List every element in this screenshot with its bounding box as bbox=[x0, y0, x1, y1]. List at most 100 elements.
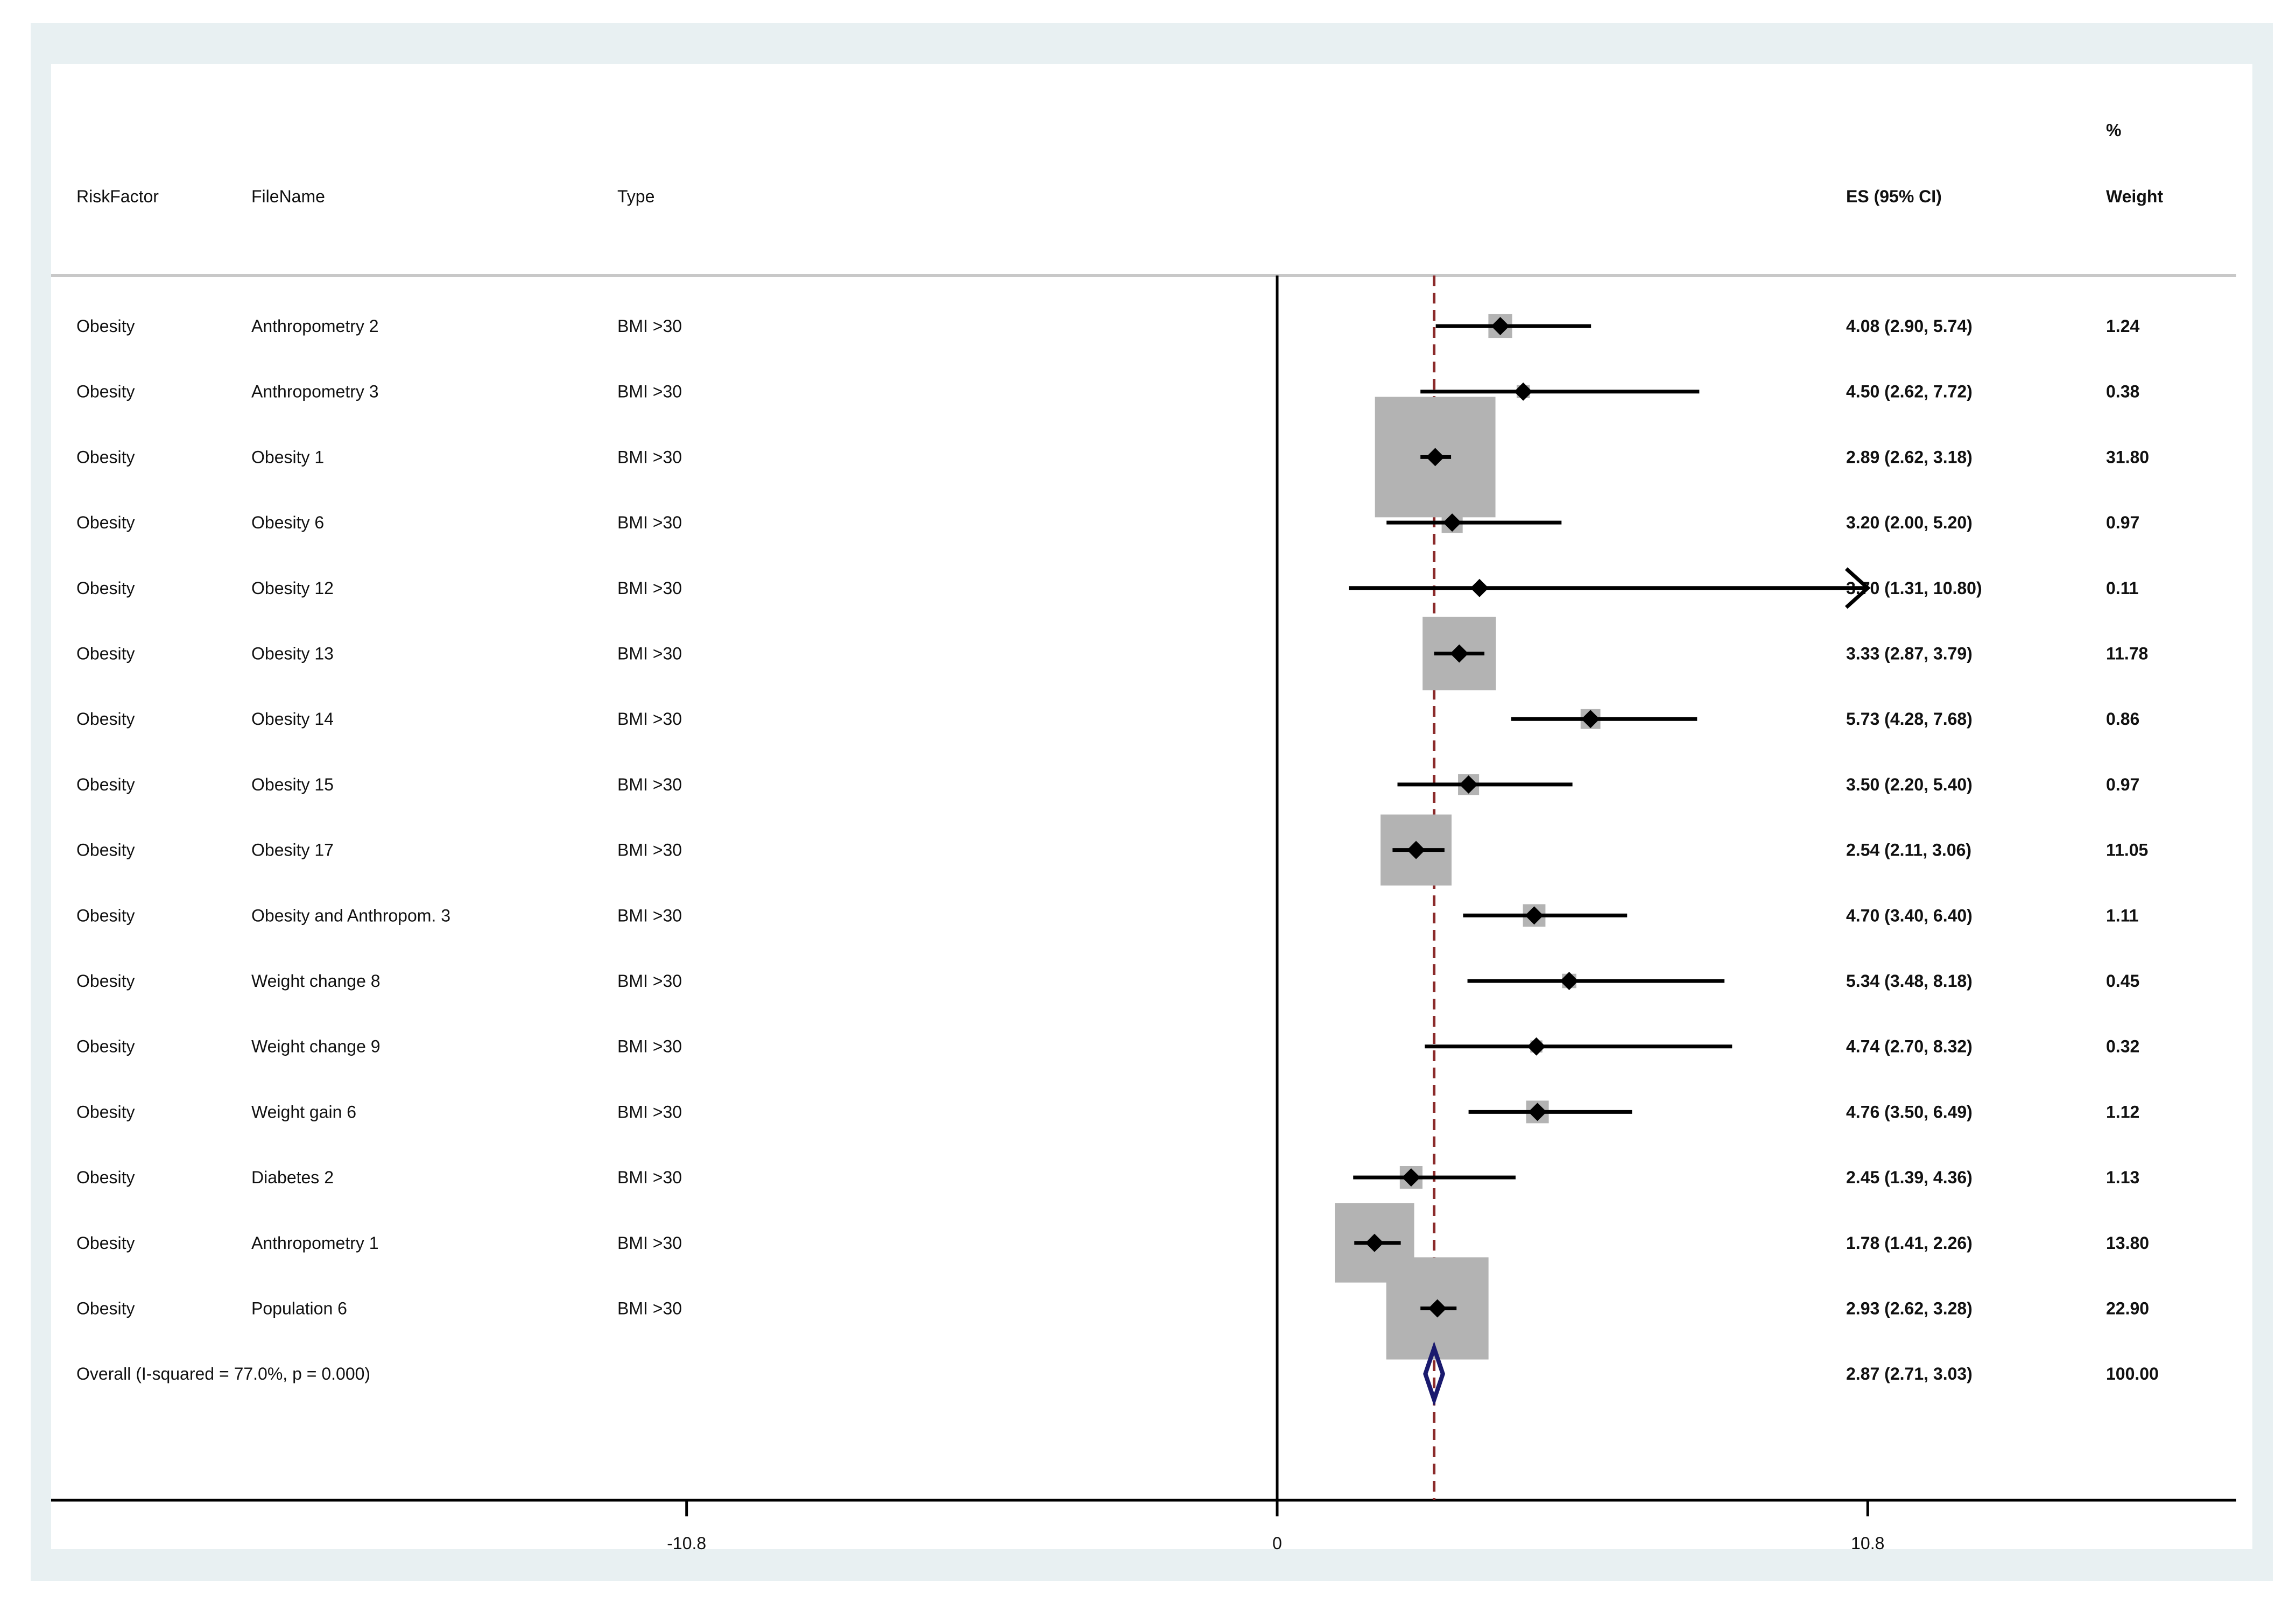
study-row: Obesity Anthropometry 1 BMI >30 1.78 (1.41,… bbox=[76, 1203, 2149, 1283]
es-ci-cell: 4.76 (3.50, 6.49) bbox=[1846, 1102, 1973, 1121]
point-estimate bbox=[1450, 644, 1469, 663]
risk-factor-cell: Obesity bbox=[76, 578, 135, 598]
es-ci-cell: 2.89 (2.62, 3.18) bbox=[1846, 447, 1973, 467]
type-cell: BMI >30 bbox=[617, 906, 682, 925]
study-row: Obesity Population 6 BMI >30 2.93 (2.62, 3.… bbox=[76, 1257, 2149, 1360]
point-estimate bbox=[1525, 906, 1544, 925]
study-row: Obesity Obesity 17 BMI >30 2.54 (2.11, 3.06… bbox=[76, 814, 2148, 886]
study-row: Obesity Obesity 14 BMI >30 5.73 (4.28, 7.68… bbox=[76, 709, 2139, 729]
type-cell: BMI >30 bbox=[617, 709, 682, 729]
study-row: Obesity Obesity 6 BMI >30 3.20 (2.00, 5.20)… bbox=[76, 512, 2139, 533]
risk-factor-cell: Obesity bbox=[76, 1102, 135, 1121]
point-estimate bbox=[1470, 578, 1489, 597]
file-name-cell: Anthropometry 3 bbox=[251, 382, 379, 401]
x-tick-label: 10.8 bbox=[1851, 1534, 1884, 1553]
study-row: Obesity Obesity 15 BMI >30 3.50 (2.20, 5.40… bbox=[76, 774, 2139, 795]
file-name-cell: Obesity 6 bbox=[251, 513, 324, 532]
type-cell: BMI >30 bbox=[617, 841, 682, 860]
weight-cell: 0.38 bbox=[2106, 382, 2139, 401]
point-estimate bbox=[1514, 382, 1533, 401]
overall-row: Overall (I-squared = 77.0%, p = 0.000) 2.… bbox=[76, 1341, 2159, 1407]
file-name-cell: Weight change 9 bbox=[251, 1037, 381, 1056]
es-ci-cell: 3.33 (2.87, 3.79) bbox=[1846, 644, 1973, 663]
type-cell: BMI >30 bbox=[617, 644, 682, 663]
point-estimate bbox=[1407, 841, 1426, 859]
study-row: Obesity Anthropometry 3 BMI >30 4.50 (2.62,… bbox=[76, 382, 2139, 401]
es-ci-cell: 4.08 (2.90, 5.74) bbox=[1846, 316, 1973, 336]
file-name-cell: Population 6 bbox=[251, 1299, 347, 1318]
overall-es-ci: 2.87 (2.71, 3.03) bbox=[1846, 1364, 1973, 1383]
es-ci-cell: 2.45 (1.39, 4.36) bbox=[1846, 1168, 1973, 1187]
point-estimate bbox=[1560, 972, 1579, 990]
weight-cell: 11.05 bbox=[2106, 841, 2148, 860]
risk-factor-cell: Obesity bbox=[76, 1168, 135, 1187]
point-estimate bbox=[1459, 775, 1478, 794]
weight-cell: 0.97 bbox=[2106, 775, 2139, 794]
es-ci-cell: 4.74 (2.70, 8.32) bbox=[1846, 1037, 1973, 1056]
overall-label: Overall (I-squared = 77.0%, p = 0.000) bbox=[76, 1364, 370, 1383]
header-weight: Weight bbox=[2106, 187, 2163, 206]
x-tick-label: 0 bbox=[1272, 1534, 1282, 1553]
type-cell: BMI >30 bbox=[617, 775, 682, 794]
ci-arrow bbox=[1844, 567, 1871, 609]
es-ci-cell: 5.34 (3.48, 8.18) bbox=[1846, 971, 1973, 991]
chart-panel bbox=[51, 64, 2252, 1549]
file-name-cell: Obesity 14 bbox=[251, 709, 334, 729]
x-tick-label: -10.8 bbox=[667, 1534, 706, 1553]
point-estimate bbox=[1581, 710, 1600, 729]
point-estimate bbox=[1527, 1037, 1546, 1056]
type-cell: BMI >30 bbox=[617, 447, 682, 467]
risk-factor-cell: Obesity bbox=[76, 841, 135, 860]
point-estimate bbox=[1528, 1103, 1547, 1121]
point-estimate bbox=[1426, 448, 1445, 467]
type-cell: BMI >30 bbox=[617, 316, 682, 336]
file-name-cell: Anthropometry 1 bbox=[251, 1233, 379, 1253]
header-weight-percent: % bbox=[2106, 121, 2121, 140]
point-estimate bbox=[1365, 1233, 1384, 1252]
file-name-cell: Obesity and Anthropom. 3 bbox=[251, 906, 450, 925]
study-row: Obesity Anthropometry 2 BMI >30 4.08 (2.90,… bbox=[76, 314, 2139, 338]
weight-cell: 1.13 bbox=[2106, 1168, 2139, 1187]
point-estimate bbox=[1428, 1299, 1447, 1318]
risk-factor-cell: Obesity bbox=[76, 644, 135, 663]
weight-cell: 1.12 bbox=[2106, 1102, 2139, 1121]
header-file-name: FileName bbox=[251, 187, 325, 206]
es-ci-cell: 4.70 (3.40, 6.40) bbox=[1846, 906, 1973, 925]
x-axis-ticks: -10.8 0 10.8 bbox=[667, 1500, 1884, 1553]
weight-cell: 1.11 bbox=[2106, 906, 2139, 925]
study-rows: Obesity Anthropometry 2 BMI >30 4.08 (2.90,… bbox=[76, 314, 2149, 1360]
es-ci-cell: 2.93 (2.62, 3.28) bbox=[1846, 1299, 1973, 1318]
risk-factor-cell: Obesity bbox=[76, 1037, 135, 1056]
header-es-ci: ES (95% CI) bbox=[1846, 187, 1942, 206]
weight-cell: 22.90 bbox=[2106, 1299, 2149, 1318]
file-name-cell: Anthropometry 2 bbox=[251, 316, 379, 336]
weight-cell: 11.78 bbox=[2106, 644, 2148, 663]
weight-cell: 13.80 bbox=[2106, 1233, 2149, 1253]
weight-cell: 0.11 bbox=[2106, 578, 2139, 598]
weight-cell: 1.24 bbox=[2106, 316, 2139, 336]
study-row: Obesity Obesity 12 BMI >30 3.70 (1.31, 10.8… bbox=[76, 567, 2139, 609]
study-row: Obesity Diabetes 2 BMI >30 2.45 (1.39, 4.36… bbox=[76, 1166, 2139, 1189]
type-cell: BMI >30 bbox=[617, 513, 682, 532]
type-cell: BMI >30 bbox=[617, 1233, 682, 1253]
es-ci-cell: 3.50 (2.20, 5.40) bbox=[1846, 775, 1973, 794]
weight-cell: 0.45 bbox=[2106, 971, 2139, 991]
es-ci-cell: 2.54 (2.11, 3.06) bbox=[1846, 841, 1971, 860]
risk-factor-cell: Obesity bbox=[76, 775, 135, 794]
weight-cell: 31.80 bbox=[2106, 447, 2149, 467]
type-cell: BMI >30 bbox=[617, 1168, 682, 1187]
es-ci-cell: 1.78 (1.41, 2.26) bbox=[1846, 1233, 1973, 1253]
weight-cell: 0.86 bbox=[2106, 709, 2139, 729]
file-name-cell: Obesity 17 bbox=[251, 841, 334, 860]
file-name-cell: Obesity 15 bbox=[251, 775, 334, 794]
risk-factor-cell: Obesity bbox=[76, 1299, 135, 1318]
overall-weight: 100.00 bbox=[2106, 1364, 2159, 1383]
risk-factor-cell: Obesity bbox=[76, 513, 135, 532]
type-cell: BMI >30 bbox=[617, 578, 682, 598]
study-row: Obesity Weight change 8 BMI >30 5.34 (3.48,… bbox=[76, 971, 2139, 991]
file-name-cell: Diabetes 2 bbox=[251, 1168, 334, 1187]
risk-factor-cell: Obesity bbox=[76, 709, 135, 729]
header-type: Type bbox=[617, 187, 654, 206]
type-cell: BMI >30 bbox=[617, 382, 682, 401]
weight-cell: 0.32 bbox=[2106, 1037, 2139, 1056]
